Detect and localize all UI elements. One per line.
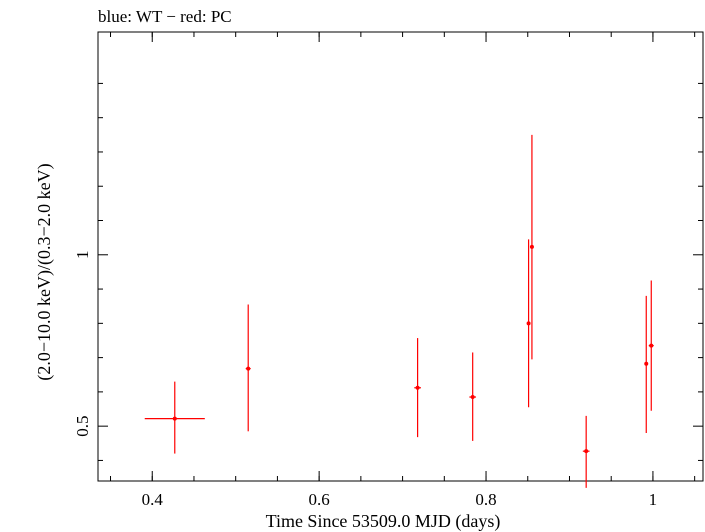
y-axis-label: (2.0−10.0 keV)/(0.3−2.0 keV) xyxy=(34,163,55,380)
data-point xyxy=(644,361,649,366)
data-point xyxy=(584,449,589,454)
data-point xyxy=(649,343,654,348)
plot-frame xyxy=(97,31,704,482)
chart-title: blue: WT − red: PC xyxy=(98,7,232,26)
data-point xyxy=(470,395,475,400)
data-point xyxy=(246,366,251,371)
y-tick-label: 0.5 xyxy=(73,416,92,437)
data-point xyxy=(415,385,420,390)
data-point xyxy=(529,244,534,249)
data-point xyxy=(172,416,177,421)
x-axis-label: Time Since 53509.0 MJD (days) xyxy=(266,511,501,532)
data-point xyxy=(526,321,531,326)
data-points xyxy=(144,134,654,488)
x-tick-label: 1 xyxy=(649,490,658,509)
x-tick-label: 0.8 xyxy=(475,490,496,509)
x-tick-label: 0.4 xyxy=(142,490,164,509)
x-tick-label: 0.6 xyxy=(309,490,330,509)
plot-axes: 0.4 0.6 0.8 1 0.5 1 xyxy=(73,31,704,509)
y-tick-label: 1 xyxy=(73,251,92,260)
